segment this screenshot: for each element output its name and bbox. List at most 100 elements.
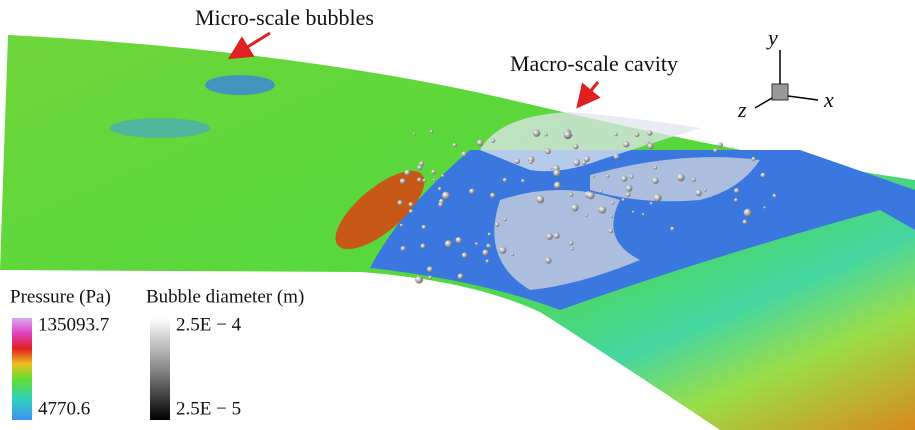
axis-label: y — [766, 25, 778, 50]
bubble — [695, 189, 702, 197]
annotation: Macro-scale cavity — [510, 51, 678, 76]
bubble — [461, 151, 467, 157]
bubble — [420, 243, 426, 249]
bubble — [510, 252, 515, 256]
bubble — [399, 178, 406, 184]
bubble — [455, 237, 462, 244]
bubble — [400, 246, 406, 252]
bubble — [613, 153, 620, 160]
bubble — [503, 217, 507, 222]
bubble — [441, 174, 445, 178]
legend-title: Bubble diameter (m) — [146, 286, 304, 307]
bubble — [514, 158, 521, 164]
bubble — [632, 210, 635, 214]
bubble — [606, 174, 610, 178]
bubble — [691, 177, 696, 182]
bubble — [421, 225, 427, 230]
triad-cube — [771, 83, 789, 101]
bubble — [490, 192, 496, 198]
bubble — [491, 138, 496, 143]
colorbar-label: 135093.7 — [38, 314, 109, 335]
bubble — [422, 178, 427, 183]
bubble — [584, 213, 588, 217]
bubble — [584, 156, 590, 163]
bubble — [544, 133, 548, 137]
bubble — [751, 156, 756, 161]
bubble — [625, 192, 631, 197]
bubble — [409, 209, 413, 214]
bubble — [452, 142, 457, 148]
bubbles — [397, 128, 777, 284]
bubble — [677, 173, 685, 182]
bubble — [482, 249, 489, 256]
colorbar-label: 2.5E − 4 — [176, 314, 242, 335]
bubble — [623, 141, 630, 148]
bubble — [486, 243, 491, 248]
bubble — [502, 177, 507, 183]
bubble — [415, 275, 423, 284]
high-pressure-spot — [335, 170, 425, 250]
bubble — [598, 206, 607, 214]
bubble — [499, 246, 507, 254]
bubble — [670, 226, 675, 231]
vortex-region — [110, 118, 210, 138]
bubble — [599, 190, 603, 194]
bubble — [417, 177, 422, 182]
bubble — [647, 143, 654, 150]
low-pressure-region — [370, 150, 915, 310]
bubble — [763, 206, 766, 209]
bubble — [412, 132, 416, 136]
bubble — [553, 169, 561, 177]
bubble — [494, 222, 500, 228]
bubble — [475, 242, 478, 246]
bubble — [431, 169, 436, 175]
bubble — [544, 148, 551, 155]
bubble — [545, 257, 552, 264]
bubble — [592, 174, 596, 178]
bubble — [570, 247, 574, 251]
bubble — [609, 214, 613, 218]
bubble — [731, 147, 734, 150]
bubble — [461, 252, 468, 259]
bubble — [427, 266, 433, 273]
bubble — [536, 195, 545, 204]
bubble — [587, 191, 595, 200]
axis-label: z — [737, 97, 747, 122]
bubble — [397, 200, 403, 206]
bubble — [742, 219, 748, 225]
bubble — [487, 232, 491, 236]
bubble — [653, 194, 662, 202]
bubble — [573, 159, 581, 167]
bubble — [642, 213, 645, 216]
bubble — [442, 191, 450, 200]
bubble — [521, 179, 525, 183]
bubble — [611, 201, 615, 205]
bubble — [476, 139, 484, 146]
cavity — [590, 157, 760, 202]
bubble — [734, 198, 738, 202]
bubble — [573, 144, 579, 150]
bubble — [743, 208, 752, 217]
bubble — [652, 177, 659, 184]
bubble — [772, 193, 777, 198]
bubble — [760, 172, 766, 178]
bubble — [432, 178, 436, 182]
cavity — [494, 190, 640, 290]
bubble — [469, 188, 475, 194]
bubble — [438, 187, 442, 191]
bubble — [614, 132, 618, 137]
bubble — [529, 160, 533, 165]
bubble — [734, 188, 740, 194]
bubble — [634, 132, 640, 137]
axis-triad: y x z — [737, 25, 834, 122]
pressure-colorbar — [12, 318, 32, 420]
arrow — [576, 81, 601, 109]
bubble — [485, 259, 489, 263]
bubble — [569, 241, 574, 246]
bubble — [625, 185, 633, 192]
bubble — [717, 142, 724, 148]
bubble — [649, 202, 653, 205]
bubble — [429, 129, 434, 134]
